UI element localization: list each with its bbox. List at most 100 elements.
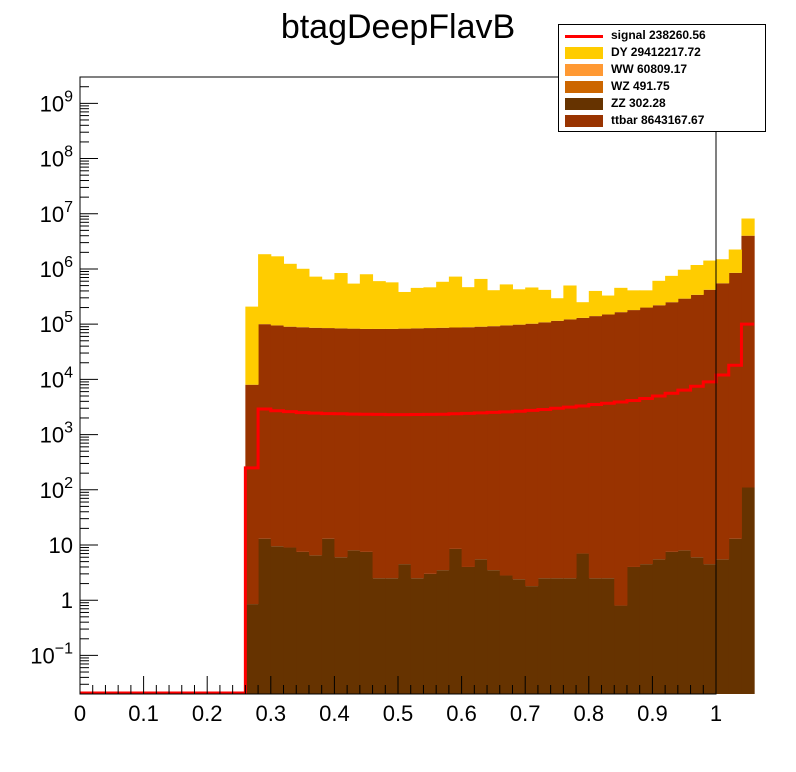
legend-label: signal 238260.56: [611, 28, 706, 42]
bar-zz: [652, 559, 666, 694]
bar-ttbar: [398, 328, 412, 565]
bar-zz: [258, 538, 272, 694]
bar-zz: [410, 578, 424, 694]
bar-dy: [410, 287, 424, 329]
bar-ttbar: [716, 283, 730, 560]
bar-ttbar: [652, 305, 666, 560]
bar-zz: [347, 550, 361, 694]
bar-ttbar: [258, 324, 272, 539]
bar-zz: [499, 575, 513, 694]
bar-ttbar: [296, 327, 310, 552]
bar-zz: [270, 546, 285, 694]
y-tick-label: 102: [40, 475, 73, 503]
bar-ttbar: [499, 325, 513, 576]
bar-ttbar: [410, 328, 424, 579]
legend-entry-wz: WZ 491.75: [559, 78, 765, 96]
bar-dy: [652, 280, 666, 306]
bar-ttbar: [487, 326, 501, 571]
bar-zz: [741, 487, 755, 694]
bar-zz: [563, 578, 577, 694]
bar-ttbar: [690, 294, 704, 558]
bar-dy: [487, 290, 501, 327]
signal-step-line: [80, 322, 755, 695]
legend-entry-ww: WW 60809.17: [559, 61, 765, 79]
bar-dy: [576, 302, 590, 318]
bar-zz: [728, 538, 742, 694]
bar-dy: [270, 256, 285, 326]
bar-zz: [321, 538, 335, 694]
y-tick-label: 103: [40, 420, 73, 448]
signal-line: [80, 322, 755, 695]
bar-dy: [703, 260, 717, 290]
bar-dy: [347, 283, 361, 329]
bar-zz: [436, 570, 450, 694]
y-tick-label: 104: [40, 364, 73, 392]
legend-fill-swatch: [565, 47, 603, 59]
bar-ttbar: [728, 272, 742, 539]
bar-zz: [512, 579, 526, 694]
bar-ttbar: [677, 298, 692, 551]
bar-ttbar: [334, 328, 348, 558]
bar-ttbar: [283, 326, 297, 548]
bar-zz: [550, 578, 564, 694]
bar-zz: [283, 547, 297, 694]
bar-zz: [334, 557, 348, 694]
bar-ttbar: [372, 328, 386, 579]
bar-zz: [487, 570, 501, 694]
bar-ttbar: [665, 302, 679, 552]
bar-ttbar: [474, 326, 488, 560]
bar-dy: [677, 269, 692, 299]
bar-dy: [436, 281, 450, 328]
bar-zz: [398, 564, 412, 694]
bar-ttbar: [639, 307, 653, 565]
chart-title: btagDeepFlavB: [280, 8, 516, 46]
legend-entry-ttbar: ttbar 8643167.67: [559, 112, 765, 130]
bar-ttbar: [703, 289, 717, 565]
x-tick-label: 0.1: [128, 701, 159, 726]
y-tick-label: 1: [61, 588, 73, 613]
bar-zz: [601, 578, 615, 694]
bar-dy: [639, 290, 653, 308]
bar-dy: [321, 279, 335, 329]
bar-zz: [385, 578, 399, 694]
x-tick-label: 0.6: [446, 701, 477, 726]
stacked-bars: [245, 218, 755, 694]
bar-dy: [283, 263, 297, 327]
bar-dy: [474, 278, 488, 327]
bar-dy: [245, 306, 259, 385]
x-tick-label: 0: [74, 701, 86, 726]
y-tick-label: 107: [40, 199, 73, 227]
bar-dy: [372, 281, 386, 329]
bar-zz: [245, 604, 259, 694]
bar-zz: [308, 555, 323, 694]
bar-dy: [741, 218, 755, 236]
y-tick-label: 108: [40, 144, 73, 172]
bar-ttbar: [525, 323, 539, 587]
x-tick-label: 0.8: [574, 701, 605, 726]
y-tick-label: 10−1: [30, 640, 73, 668]
y-tick-label: 109: [40, 88, 73, 116]
x-tick-label: 0.5: [383, 701, 414, 726]
bar-dy: [690, 264, 704, 295]
bar-dy: [308, 276, 323, 328]
bar-zz: [372, 578, 386, 694]
bar-ttbar: [347, 328, 361, 551]
bar-ttbar: [423, 328, 437, 574]
x-axis: 0 0.1 0.2 0.3 0.4 0.5 0.6 0.7 0.8 0.9 1: [74, 676, 722, 726]
bar-ttbar: [359, 328, 374, 552]
bar-dy: [563, 285, 577, 320]
legend-fill-swatch: [565, 81, 603, 93]
bar-zz: [525, 586, 539, 694]
bar-dy: [258, 254, 272, 325]
bar-zz: [296, 551, 310, 694]
bar-ttbar: [461, 327, 475, 567]
legend-line-swatch: [565, 35, 603, 38]
legend-fill-swatch: [565, 98, 603, 110]
bar-ttbar: [614, 312, 628, 606]
bar-zz: [614, 605, 628, 694]
y-axis: 10−1 1 10 102 103 104 105 106 107 108 109: [30, 76, 98, 695]
bar-zz: [716, 559, 730, 694]
bar-dy: [359, 274, 374, 329]
bar-dy: [461, 287, 475, 328]
bar-ttbar: [626, 310, 641, 567]
